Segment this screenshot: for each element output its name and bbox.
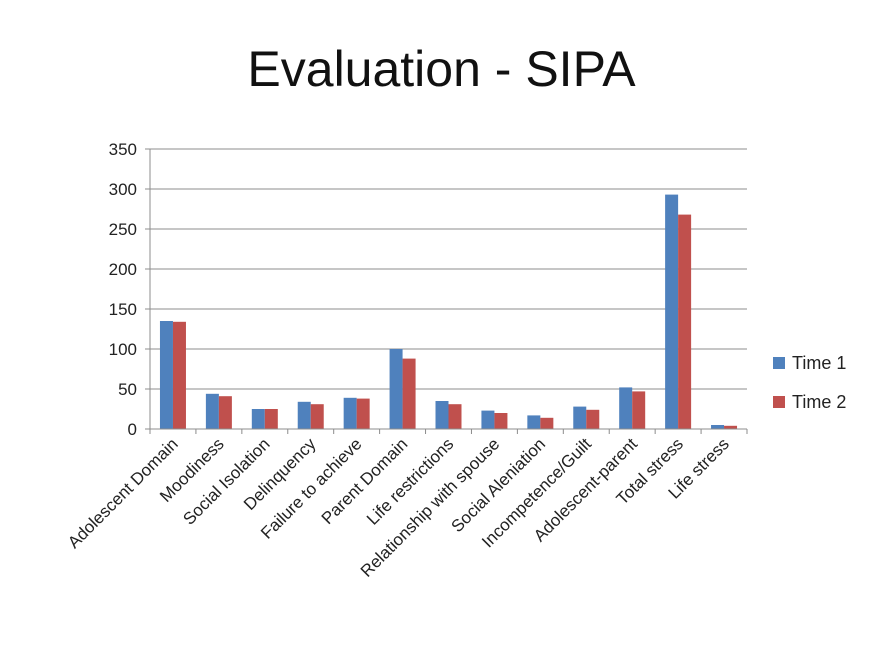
bar-1 bbox=[251, 409, 265, 429]
legend-swatch bbox=[773, 396, 785, 408]
bar-2 bbox=[586, 409, 600, 429]
legend-label: Time 1 bbox=[792, 353, 846, 373]
bars bbox=[159, 194, 738, 429]
legend-swatch bbox=[773, 357, 785, 369]
y-tick-label: 350 bbox=[109, 140, 137, 159]
bar-1 bbox=[619, 387, 633, 429]
bar-2 bbox=[218, 396, 232, 429]
bar-1 bbox=[343, 397, 357, 429]
y-tick-label: 300 bbox=[109, 180, 137, 199]
bar-1 bbox=[573, 406, 587, 429]
bar-2 bbox=[402, 358, 416, 429]
bar-1 bbox=[481, 410, 495, 429]
bar-1 bbox=[711, 425, 725, 429]
bar-2 bbox=[724, 425, 738, 429]
legend-label: Time 2 bbox=[792, 392, 846, 412]
bar-2 bbox=[310, 404, 324, 429]
bar-2 bbox=[356, 398, 370, 429]
bar-2 bbox=[448, 404, 462, 429]
bar-1 bbox=[297, 401, 311, 429]
bar-1 bbox=[665, 194, 679, 429]
bar-2 bbox=[632, 391, 646, 429]
bar-2 bbox=[172, 321, 186, 429]
y-axis-ticks: 0 50 100 150 200 250 300 350 bbox=[109, 140, 150, 439]
bar-1 bbox=[205, 393, 219, 429]
bar-1 bbox=[159, 321, 173, 429]
chart-title: Evaluation - SIPA bbox=[247, 41, 636, 97]
bar-2 bbox=[678, 214, 692, 429]
bar-2 bbox=[494, 413, 508, 429]
grid-lines bbox=[150, 148, 747, 390]
y-tick-label: 0 bbox=[128, 420, 137, 439]
y-tick-label: 150 bbox=[109, 300, 137, 319]
axes bbox=[149, 149, 748, 434]
bar-1 bbox=[527, 415, 541, 429]
bar-2 bbox=[264, 409, 278, 429]
bar-2 bbox=[540, 417, 554, 429]
bar-1 bbox=[435, 401, 449, 429]
bar-1 bbox=[389, 349, 403, 429]
y-tick-label: 200 bbox=[109, 260, 137, 279]
y-tick-label: 250 bbox=[109, 220, 137, 239]
y-tick-label: 100 bbox=[109, 340, 137, 359]
legend: Time 1 Time 2 bbox=[773, 353, 846, 412]
y-tick-label: 50 bbox=[118, 380, 137, 399]
